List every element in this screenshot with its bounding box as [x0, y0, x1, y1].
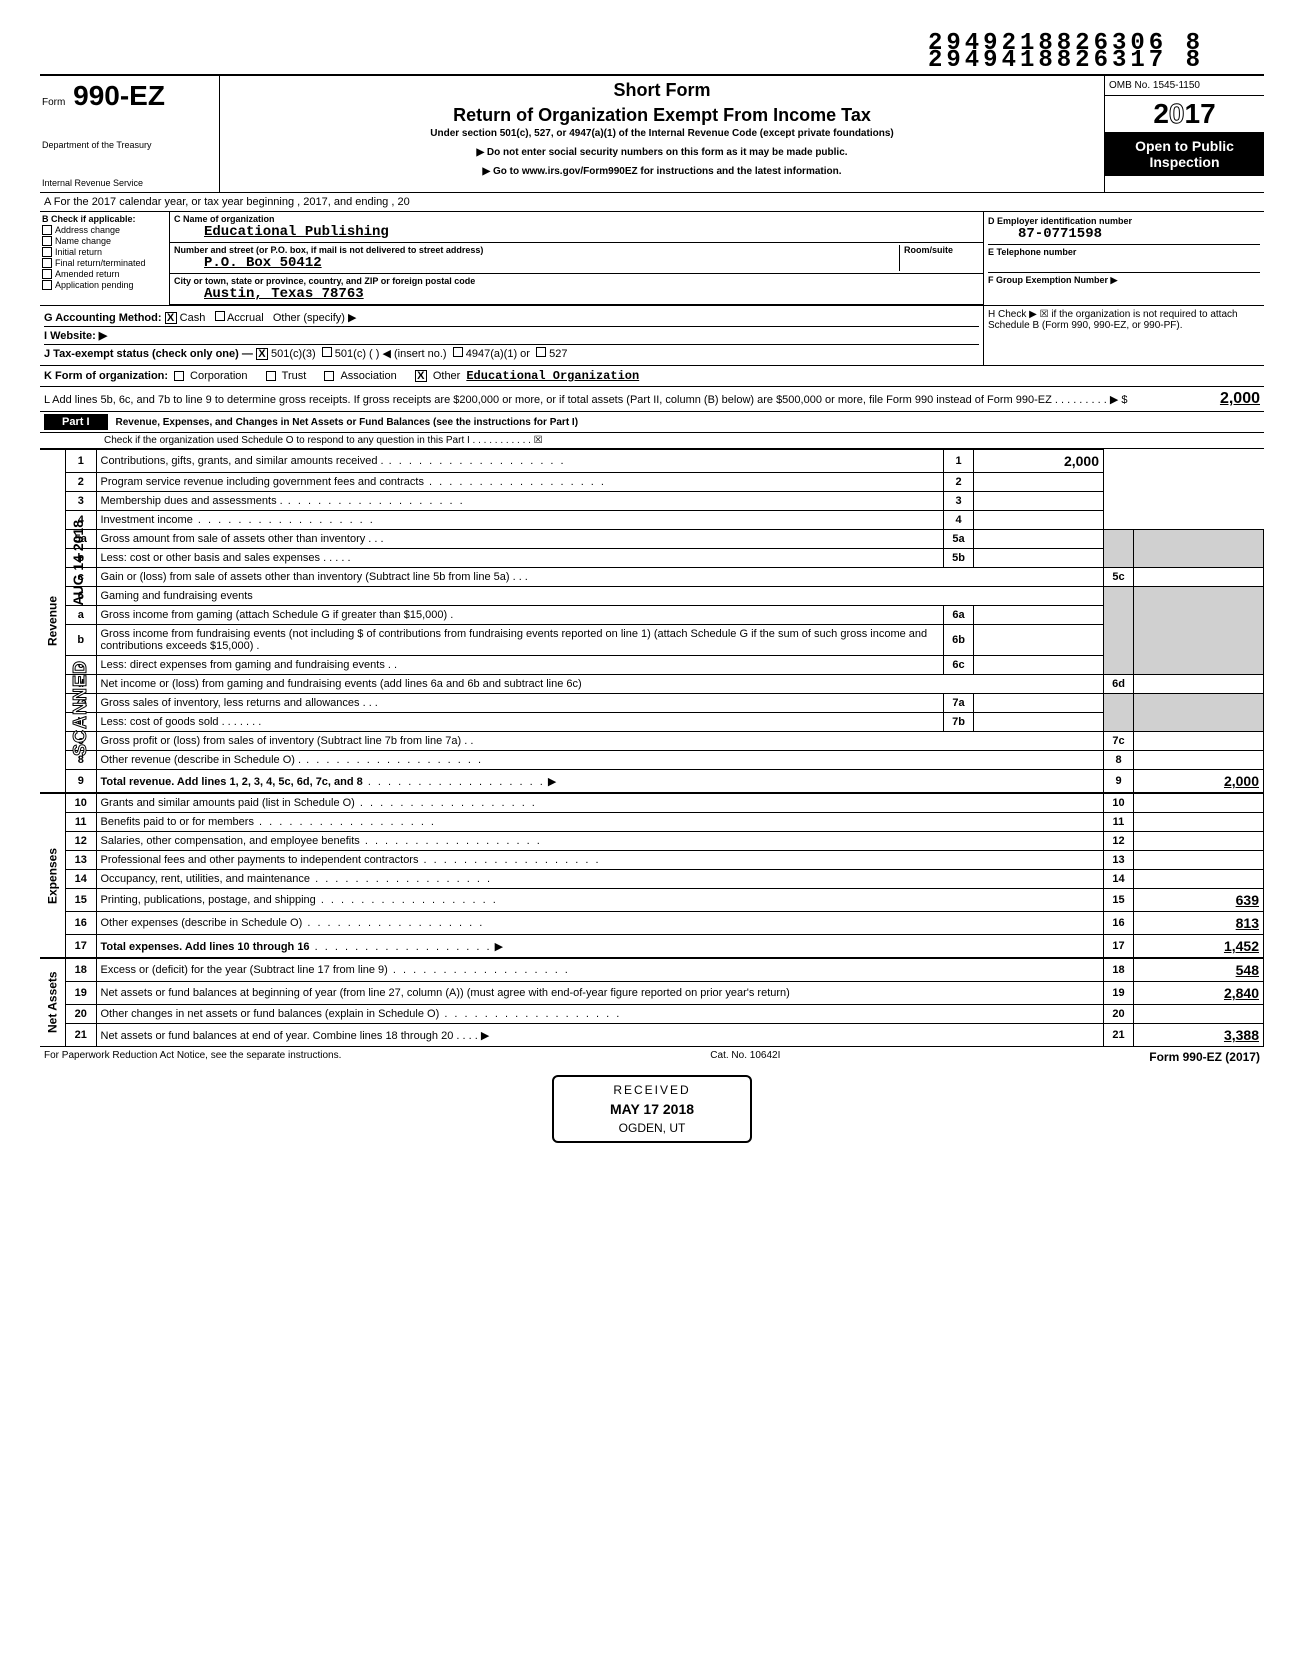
expenses-section: Expenses 10Grants and similar amounts pa…	[40, 793, 1264, 958]
c-name-label: C Name of organization	[174, 214, 979, 224]
room-label: Room/suite	[904, 245, 979, 255]
section-d: D Employer identification number 87-0771…	[984, 212, 1264, 305]
line-21-val: 3,388	[1134, 1024, 1264, 1047]
omb-number: OMB No. 1545-1150	[1105, 76, 1264, 96]
ssn-warning: ▶ Do not enter social security numbers o…	[224, 147, 1100, 158]
form-ref: Form 990-EZ (2017)	[1149, 1050, 1260, 1064]
line-18-val: 548	[1134, 959, 1264, 982]
line-15-val: 639	[1134, 889, 1264, 912]
line-g-label: G Accounting Method:	[44, 312, 162, 324]
dept-treasury: Department of the Treasury	[42, 140, 217, 150]
org-type: Educational Organization	[466, 369, 639, 383]
goto: ▶ Go to www.irs.gov/Form990EZ for instru…	[224, 166, 1100, 177]
cash-checkbox: X	[165, 312, 177, 324]
open-public: Open to Public Inspection	[1105, 132, 1264, 176]
form-header: Form 990-EZ Department of the Treasury I…	[40, 74, 1264, 193]
section-b: B Check if applicable: Address change Na…	[40, 212, 170, 305]
expenses-label: Expenses	[40, 793, 66, 958]
f-group-label: F Group Exemption Number ▶	[988, 275, 1260, 286]
line-l-value: 2,000	[1220, 390, 1260, 408]
org-city: Austin, Texas 78763	[174, 286, 979, 302]
d-ein-label: D Employer identification number	[988, 216, 1260, 226]
revenue-section: Revenue 1Contributions, gifts, grants, a…	[40, 449, 1264, 793]
received-date: MAY 17 2018	[560, 1101, 744, 1117]
subtitle: Under section 501(c), 527, or 4947(a)(1)…	[224, 128, 1100, 139]
section-c: C Name of organization Educational Publi…	[170, 212, 984, 305]
part1-label: Part I	[44, 414, 108, 430]
org-addr: P.O. Box 50412	[174, 255, 899, 271]
aug-date-stamp: AUG 14 2018	[70, 520, 86, 606]
row-g-h: G Accounting Method: X Cash Accrual Othe…	[40, 306, 1264, 366]
main-title: Return of Organization Exempt From Incom…	[224, 105, 1100, 126]
line-l: L Add lines 5b, 6c, and 7b to line 9 to …	[40, 387, 1264, 412]
line-j: J Tax-exempt status (check only one) —	[44, 348, 253, 360]
irs: Internal Revenue Service	[42, 178, 217, 188]
chk-name: Name change	[55, 236, 111, 246]
line-k: K Form of organization: Corporation Trus…	[40, 366, 1264, 387]
chk-amended: Amended return	[55, 269, 120, 279]
line-1-val: 2,000	[974, 450, 1104, 473]
e-tel-label: E Telephone number	[988, 247, 1260, 257]
received-text: RECEIVED	[560, 1083, 744, 1097]
c-city-label: City or town, state or province, country…	[174, 276, 979, 286]
section-b-title: B Check if applicable:	[42, 214, 167, 224]
received-stamp: RECEIVED MAY 17 2018 OGDEN, UT	[552, 1075, 752, 1143]
line-19-val: 2,840	[1134, 982, 1264, 1005]
footer: For Paperwork Reduction Act Notice, see …	[40, 1047, 1264, 1067]
line-a: A For the 2017 calendar year, or tax yea…	[40, 193, 1264, 212]
line-16-val: 813	[1134, 912, 1264, 935]
stamp-numbers: 2949218826306 8 2949418826317 8	[40, 30, 1204, 74]
form-number: 990-EZ	[73, 80, 165, 111]
part1-check: Check if the organization used Schedule …	[40, 433, 1264, 449]
line-h: H Check ▶ ☒ if the organization is not r…	[984, 306, 1264, 365]
revenue-label: Revenue	[40, 449, 66, 793]
chk-address: Address change	[55, 225, 120, 235]
line-i: I Website: ▶	[44, 330, 107, 342]
chk-pending: Application pending	[55, 280, 134, 290]
line-17-val: 1,452	[1134, 935, 1264, 958]
title-cell: Short Form Return of Organization Exempt…	[220, 76, 1104, 192]
netassets-section: Net Assets 18Excess or (deficit) for the…	[40, 958, 1264, 1047]
form-id-cell: Form 990-EZ Department of the Treasury I…	[40, 76, 220, 192]
paperwork-notice: For Paperwork Reduction Act Notice, see …	[44, 1050, 341, 1064]
stamp-2: 2949418826317 8	[80, 47, 1204, 74]
c-addr-label: Number and street (or P.O. box, if mail …	[174, 245, 899, 255]
part1-title: Revenue, Expenses, and Changes in Net As…	[108, 417, 1260, 428]
chk-initial: Initial return	[55, 247, 102, 257]
short-form: Short Form	[224, 80, 1100, 101]
omb-cell: OMB No. 1545-1150 20201717 Open to Publi…	[1104, 76, 1264, 192]
cat-no: Cat. No. 10642I	[710, 1050, 780, 1064]
ogden: OGDEN, UT	[560, 1121, 744, 1135]
part1-header: Part I Revenue, Expenses, and Changes in…	[40, 412, 1264, 433]
line-9-val: 2,000	[1134, 770, 1264, 793]
chk-final: Final return/terminated	[55, 258, 146, 268]
header-grid: B Check if applicable: Address change Na…	[40, 212, 1264, 306]
tax-year: 20201717	[1105, 96, 1264, 132]
scanned-stamp: SCANNED	[70, 660, 91, 756]
org-name: Educational Publishing	[174, 224, 979, 240]
ein: 87-0771598	[988, 226, 1260, 242]
netassets-label: Net Assets	[40, 958, 66, 1047]
form-prefix: Form	[42, 97, 65, 108]
